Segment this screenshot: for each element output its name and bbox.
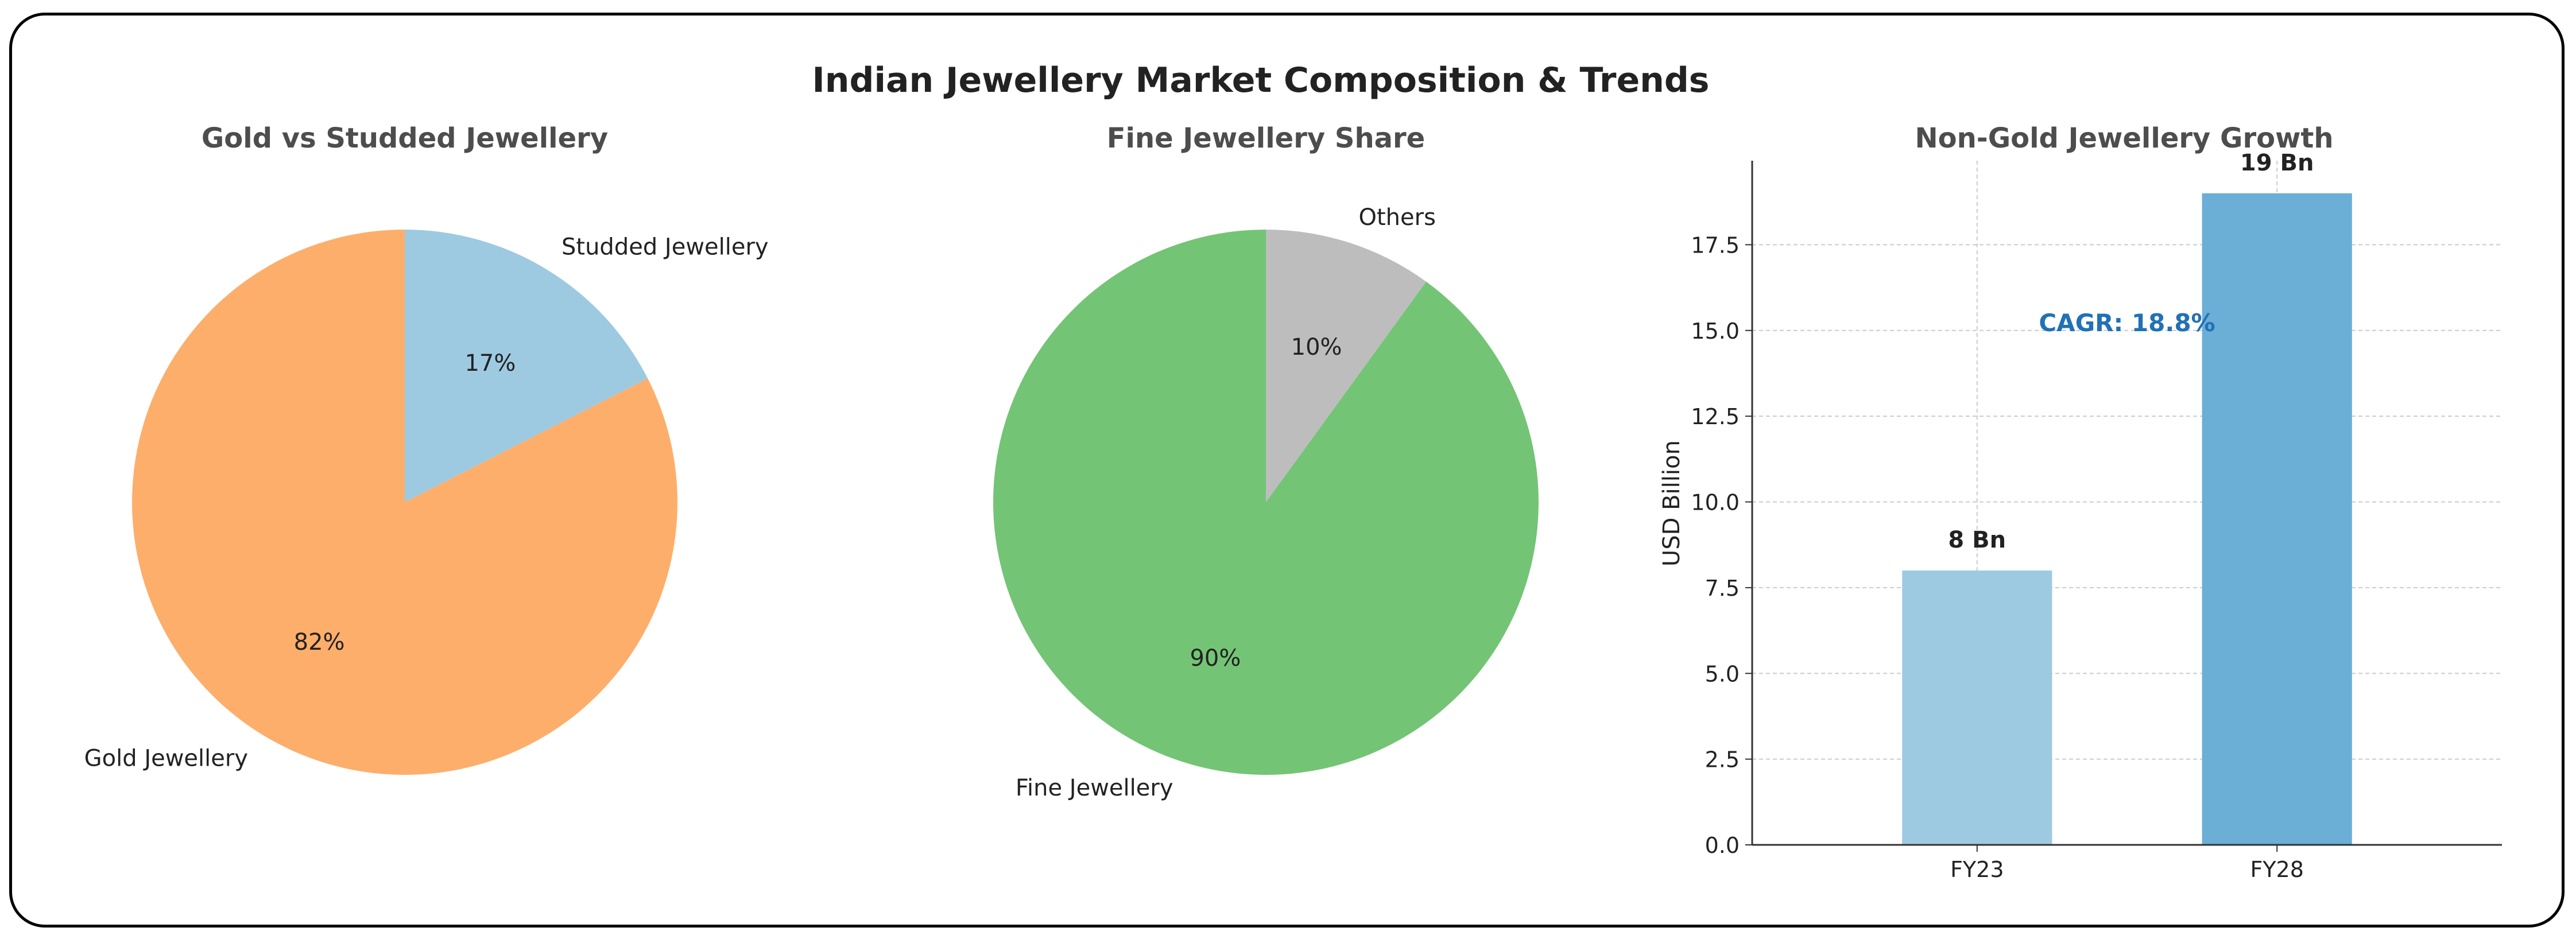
pie-percent-label-fine-jewellery: 90% [1190,645,1241,672]
cagr-annotation: CAGR: 18.8% [2039,309,2215,337]
bar-value-label-fy23: 8 Bn [1948,527,2006,553]
pie-slice-others [1266,230,1427,502]
figure-title: Indian Jewellery Market Composition & Tr… [812,60,1709,100]
fine-jewellery-pie-chart: Fine Jewellery Share 10% Others 90% Fine Je… [993,122,1539,801]
bar-value-label-fy28: 19 Bn [2240,150,2314,176]
y-tick-label: 0.0 [1705,833,1740,858]
y-axis-label: USD Billion [1659,440,1685,566]
gold-vs-studded-pie-chart: Gold vs Studded Jewellery 17% Studded Jew… [84,122,769,775]
pie-slice-gold-jewellery [132,229,678,775]
x-tick-label-fy28: FY28 [2250,857,2303,882]
bar-chart-title: Non-Gold Jewellery Growth [1915,122,2333,154]
pie-slice-studded-jewellery [405,230,648,502]
x-tick-label-fy23: FY23 [1950,857,2004,882]
bar-fy28 [2202,193,2352,845]
pie2-title: Fine Jewellery Share [1107,122,1425,154]
y-tick-label: 7.5 [1705,576,1740,601]
pie-category-label-fine-jewellery: Fine Jewellery [1016,775,1173,801]
y-tick-label: 17.5 [1691,232,1740,258]
non-gold-growth-bar-chart: Non-Gold Jewellery Growth 0.0 2.5 5.0 7.5 10… [1659,122,2502,882]
y-tick-label: 10.0 [1691,490,1740,515]
pie-category-label-others: Others [1359,204,1436,231]
y-tick-label: 2.5 [1705,747,1740,773]
pie-percent-label-others: 10% [1291,334,1342,360]
pie1-title: Gold vs Studded Jewellery [202,122,608,154]
y-tick-label: 15.0 [1691,319,1740,344]
y-tick-label: 5.0 [1705,661,1740,686]
pie-percent-label-studded-jewellery: 17% [464,350,516,377]
pie-slice-fine-jewellery [993,230,1539,775]
pie-category-label-gold-jewellery: Gold Jewellery [84,746,248,772]
pie-percent-label-gold-jewellery: 82% [294,629,345,655]
bar-fy23 [1902,571,2052,845]
pie-category-label-studded-jewellery: Studded Jewellery [561,234,769,261]
y-tick-label: 12.5 [1691,404,1740,429]
